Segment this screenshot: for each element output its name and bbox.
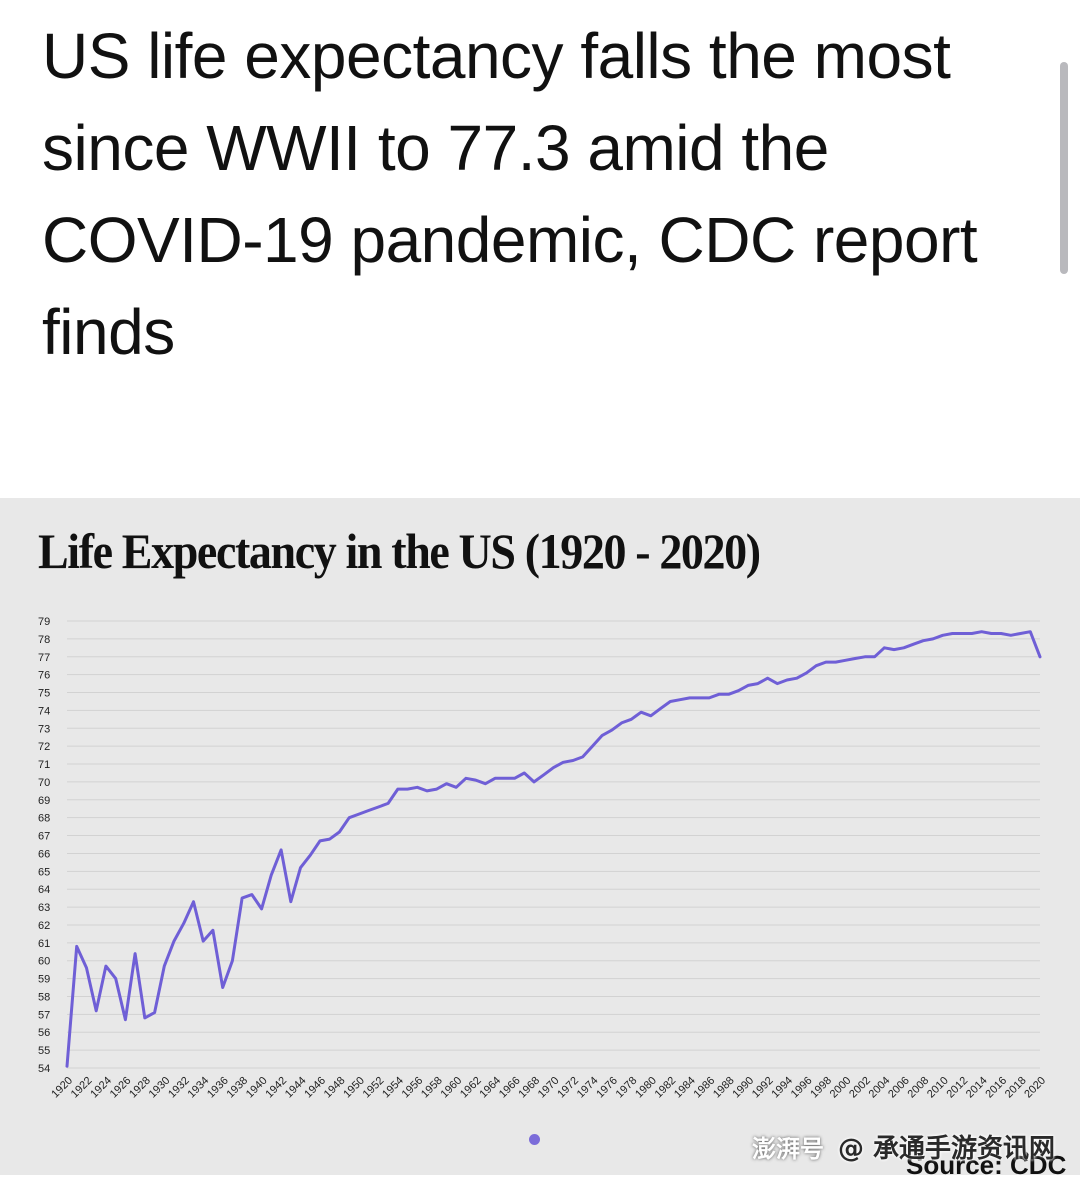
x-tick-label-1928: 1928 <box>127 1075 153 1101</box>
x-tick-label-1970: 1970 <box>536 1075 562 1101</box>
x-tick-label-1938: 1938 <box>224 1075 250 1101</box>
y-axis-ticks: 79 78 77 76 75 74 73 72 71 70 69 68 67 66 65 64 63 62 61 60… <box>38 616 50 1075</box>
x-tick-label-2006: 2006 <box>886 1075 912 1101</box>
y-tick-label-54: 54 <box>38 1063 50 1075</box>
watermark-right: @ 承通手游资讯网 <box>838 1134 1056 1164</box>
y-tick-label-79: 79 <box>38 616 50 628</box>
x-tick-label-1952: 1952 <box>361 1075 387 1101</box>
x-tick-label-1992: 1992 <box>750 1075 776 1101</box>
x-tick-label-2018: 2018 <box>1003 1075 1029 1101</box>
x-tick-label-1990: 1990 <box>730 1075 756 1101</box>
x-tick-label-1978: 1978 <box>614 1075 640 1101</box>
x-tick-label-1980: 1980 <box>633 1075 659 1101</box>
x-tick-label-2020: 2020 <box>1022 1075 1048 1101</box>
series-layer <box>65 630 1042 1068</box>
y-tick-label-75: 75 <box>38 688 50 700</box>
y-tick-label-72: 72 <box>38 741 50 753</box>
y-tick-label-65: 65 <box>38 866 50 878</box>
x-tick-label-1946: 1946 <box>302 1075 328 1101</box>
x-tick-label-1956: 1956 <box>400 1075 426 1101</box>
x-tick-label-2000: 2000 <box>828 1075 854 1101</box>
y-tick-label-61: 61 <box>38 938 50 950</box>
x-tick-label-1982: 1982 <box>653 1075 679 1101</box>
x-tick-label-1944: 1944 <box>283 1075 309 1101</box>
x-tick-label-1950: 1950 <box>341 1075 367 1101</box>
x-tick-label-1996: 1996 <box>789 1075 815 1101</box>
x-tick-label-2016: 2016 <box>983 1075 1009 1101</box>
y-tick-label-58: 58 <box>38 991 50 1003</box>
y-tick-label-64: 64 <box>38 884 50 896</box>
article-headline: US life expectancy falls the most since … <box>42 20 978 368</box>
x-tick-label-1960: 1960 <box>439 1075 465 1101</box>
x-tick-label-1948: 1948 <box>322 1075 348 1101</box>
x-tick-label-1924: 1924 <box>88 1075 114 1101</box>
scrollbar[interactable] <box>1060 62 1068 274</box>
watermark: 澎湃号 @ 承通手游资讯网 <box>752 1128 1055 1165</box>
x-tick-label-1930: 1930 <box>147 1075 173 1101</box>
y-tick-label-71: 71 <box>38 759 50 771</box>
x-tick-label-1934: 1934 <box>186 1075 212 1101</box>
x-tick-label-2002: 2002 <box>847 1075 873 1101</box>
y-tick-label-69: 69 <box>38 795 50 807</box>
x-tick-label-2014: 2014 <box>964 1075 990 1101</box>
x-tick-label-1968: 1968 <box>516 1075 542 1101</box>
x-tick-label-1936: 1936 <box>205 1075 231 1101</box>
y-tick-label-70: 70 <box>38 777 50 789</box>
series-line-0 <box>65 630 1042 1068</box>
page-indicator-dot[interactable] <box>529 1134 540 1145</box>
y-tick-label-56: 56 <box>38 1027 50 1039</box>
x-tick-label-1972: 1972 <box>555 1075 581 1101</box>
y-tick-label-60: 60 <box>38 956 50 968</box>
y-tick-label-76: 76 <box>38 670 50 682</box>
watermark-left: 澎湃号 <box>752 1135 824 1163</box>
y-tick-label-59: 59 <box>38 974 50 986</box>
x-tick-label-1976: 1976 <box>594 1075 620 1101</box>
x-tick-label-1962: 1962 <box>458 1075 484 1101</box>
x-tick-label-1940: 1940 <box>244 1075 270 1101</box>
x-tick-label-1958: 1958 <box>419 1075 445 1101</box>
x-tick-label-1998: 1998 <box>808 1075 834 1101</box>
y-tick-label-62: 62 <box>38 920 50 932</box>
x-tick-label-1954: 1954 <box>380 1075 406 1101</box>
y-tick-label-73: 73 <box>38 723 50 735</box>
chart-title: Life Expectancy in the US (1920 - 2020) <box>38 523 761 579</box>
gridlines <box>67 620 1040 1069</box>
x-tick-label-1984: 1984 <box>672 1075 698 1101</box>
x-tick-label-1994: 1994 <box>769 1075 795 1101</box>
x-tick-label-2012: 2012 <box>944 1075 970 1101</box>
x-tick-label-1966: 1966 <box>497 1075 523 1101</box>
x-tick-label-2004: 2004 <box>867 1075 893 1101</box>
y-tick-label-55: 55 <box>38 1045 50 1057</box>
life-expectancy-line-chart: 79 78 77 76 75 74 73 72 71 70 69 68 67 66 65 64 63 62 61 60… <box>38 616 1048 1101</box>
y-tick-label-66: 66 <box>38 848 50 860</box>
x-tick-label-1964: 1964 <box>477 1075 503 1101</box>
x-tick-label-1942: 1942 <box>263 1075 289 1101</box>
x-tick-label-1922: 1922 <box>69 1075 95 1101</box>
x-tick-label-1988: 1988 <box>711 1075 737 1101</box>
y-tick-label-68: 68 <box>38 813 50 825</box>
y-tick-label-74: 74 <box>38 705 50 717</box>
y-tick-label-77: 77 <box>38 652 50 664</box>
x-axis-ticks: 1920192219241926192819301932193419361938… <box>49 1075 1048 1101</box>
chart-panel: Life Expectancy in the US (1920 - 2020) … <box>0 498 1080 1175</box>
x-tick-label-1986: 1986 <box>692 1075 718 1101</box>
x-tick-label-1974: 1974 <box>575 1075 601 1101</box>
x-tick-label-1932: 1932 <box>166 1075 192 1101</box>
x-tick-label-2010: 2010 <box>925 1075 951 1101</box>
x-tick-label-1920: 1920 <box>49 1075 75 1101</box>
y-tick-label-78: 78 <box>38 634 50 646</box>
x-tick-label-2008: 2008 <box>906 1075 932 1101</box>
y-tick-label-63: 63 <box>38 902 50 914</box>
x-tick-label-1926: 1926 <box>108 1075 134 1101</box>
y-tick-label-67: 67 <box>38 831 50 843</box>
y-tick-label-57: 57 <box>38 1009 50 1021</box>
